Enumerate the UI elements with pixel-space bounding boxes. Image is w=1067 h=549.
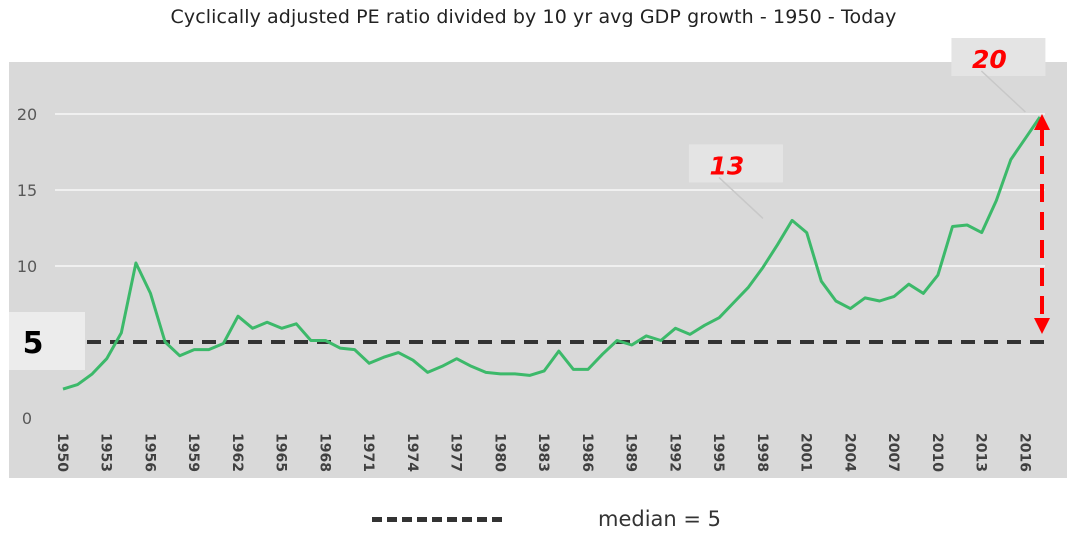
legend-median-label: median = 5 (598, 507, 722, 531)
x-tick-label: 1953 (98, 433, 114, 472)
median-value-label: 5 (23, 326, 44, 361)
x-tick-label: 1992 (666, 433, 682, 472)
x-tick-label: 1983 (535, 433, 551, 472)
annotation-leader (718, 176, 764, 219)
annotation-box (688, 144, 783, 183)
x-tick-label: 2004 (841, 433, 857, 472)
y-tick-label: 10 (17, 257, 37, 276)
x-axis-ticks: 1950 1953 1956 1959 1962 1965 1968 1971 1974 1977… (54, 433, 1032, 472)
y-axis-ticks: 0 10 15 20 (17, 105, 37, 428)
x-tick-label: 1971 (360, 433, 376, 472)
y-tick-label: 0 (22, 409, 32, 428)
x-tick-label: 1989 (623, 433, 639, 472)
x-tick-label: 1956 (141, 433, 157, 472)
x-tick-label: 1959 (185, 433, 201, 472)
x-tick-label: 2016 (1016, 433, 1032, 472)
gap-arrow-head-down (1034, 318, 1050, 334)
annotations: 13 20 (688, 38, 1050, 334)
y-tick-label: 15 (17, 181, 37, 200)
x-tick-label: 1980 (491, 433, 507, 472)
x-tick-label: 1965 (273, 433, 289, 472)
x-tick-label: 1995 (710, 433, 726, 472)
x-tick-label: 2010 (929, 433, 945, 472)
y-tick-label: 20 (17, 105, 37, 124)
x-tick-label: 1950 (54, 433, 70, 472)
legend-median-swatch (372, 516, 502, 522)
x-tick-label: 2013 (973, 433, 989, 472)
gridlines (55, 113, 1045, 267)
median-label-background (9, 312, 85, 370)
x-tick-label: 1977 (448, 433, 464, 472)
annotation-label: 20 (972, 45, 1007, 74)
chart-title: Cyclically adjusted PE ratio divided by … (170, 6, 897, 28)
x-tick-label: 1974 (404, 433, 420, 472)
x-tick-label: 1968 (316, 433, 332, 472)
median-line-group: 5 (9, 312, 1045, 370)
x-tick-label: 2007 (885, 433, 901, 472)
series-group (62, 116, 1042, 391)
gap-arrow-head-up (1034, 114, 1050, 130)
legend: median = 5 (372, 504, 721, 534)
x-tick-label: 1986 (579, 433, 595, 472)
x-tick-label: 1998 (754, 433, 770, 472)
x-tick-label: 1962 (229, 433, 245, 472)
x-tick-label: 2001 (798, 433, 814, 472)
annotation-box (951, 38, 1046, 76)
plot-background (9, 62, 1067, 478)
annotation-label: 13 (710, 151, 745, 180)
annotation-leader (980, 70, 1026, 113)
series-line (62, 116, 1042, 391)
